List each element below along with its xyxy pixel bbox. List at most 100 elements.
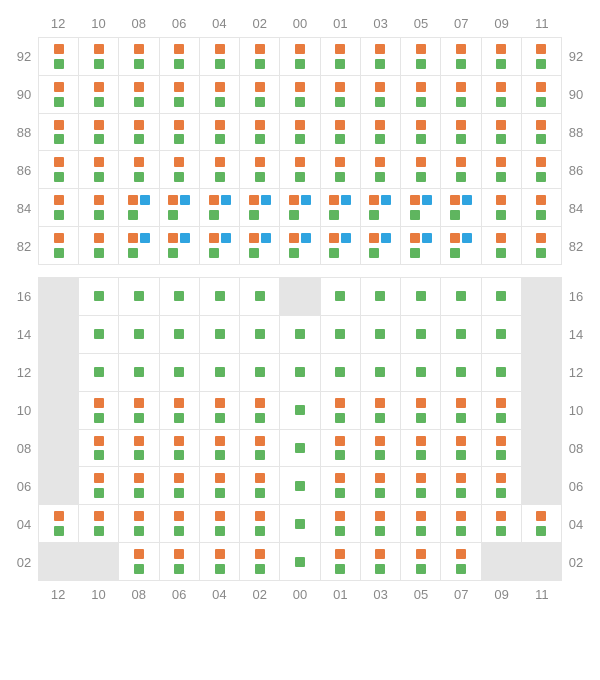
grid-cell[interactable] [239, 114, 279, 151]
grid-cell[interactable] [320, 430, 360, 467]
grid-cell[interactable] [159, 114, 199, 151]
grid-cell[interactable] [521, 278, 561, 315]
grid-cell[interactable] [360, 430, 400, 467]
grid-cell[interactable] [440, 316, 480, 353]
grid-cell[interactable] [400, 354, 440, 391]
grid-cell[interactable] [360, 467, 400, 504]
grid-cell[interactable] [400, 543, 440, 580]
grid-cell[interactable] [199, 505, 239, 542]
grid-cell[interactable] [239, 316, 279, 353]
grid-cell[interactable] [481, 543, 521, 580]
grid-cell[interactable] [78, 189, 118, 226]
grid-cell[interactable] [481, 316, 521, 353]
grid-cell[interactable] [440, 354, 480, 391]
grid-cell[interactable] [39, 505, 78, 542]
grid-cell[interactable] [239, 151, 279, 188]
grid-cell[interactable] [521, 543, 561, 580]
grid-cell[interactable] [39, 189, 78, 226]
grid-cell[interactable] [440, 278, 480, 315]
grid-cell[interactable] [320, 76, 360, 113]
grid-cell[interactable] [360, 227, 400, 264]
grid-cell[interactable] [279, 76, 319, 113]
grid-cell[interactable] [39, 392, 78, 429]
grid-cell[interactable] [521, 467, 561, 504]
grid-cell[interactable] [199, 278, 239, 315]
grid-cell[interactable] [118, 354, 158, 391]
grid-cell[interactable] [440, 38, 480, 75]
grid-cell[interactable] [118, 543, 158, 580]
grid-cell[interactable] [39, 227, 78, 264]
grid-cell[interactable] [39, 543, 78, 580]
grid-cell[interactable] [239, 227, 279, 264]
grid-cell[interactable] [360, 114, 400, 151]
grid-cell[interactable] [400, 430, 440, 467]
grid-cell[interactable] [360, 354, 400, 391]
grid-cell[interactable] [118, 505, 158, 542]
grid-cell[interactable] [400, 278, 440, 315]
grid-cell[interactable] [39, 430, 78, 467]
grid-cell[interactable] [239, 430, 279, 467]
grid-cell[interactable] [320, 543, 360, 580]
grid-cell[interactable] [360, 543, 400, 580]
grid-cell[interactable] [320, 227, 360, 264]
grid-cell[interactable] [159, 505, 199, 542]
grid-cell[interactable] [78, 38, 118, 75]
grid-cell[interactable] [320, 114, 360, 151]
grid-cell[interactable] [440, 467, 480, 504]
grid-cell[interactable] [400, 76, 440, 113]
grid-cell[interactable] [320, 316, 360, 353]
grid-cell[interactable] [440, 76, 480, 113]
grid-cell[interactable] [521, 114, 561, 151]
grid-cell[interactable] [118, 151, 158, 188]
grid-cell[interactable] [78, 543, 118, 580]
grid-cell[interactable] [521, 227, 561, 264]
grid-cell[interactable] [199, 392, 239, 429]
grid-cell[interactable] [521, 151, 561, 188]
grid-cell[interactable] [440, 505, 480, 542]
grid-cell[interactable] [320, 354, 360, 391]
grid-cell[interactable] [279, 278, 319, 315]
grid-cell[interactable] [279, 316, 319, 353]
grid-cell[interactable] [159, 189, 199, 226]
grid-cell[interactable] [199, 189, 239, 226]
grid-cell[interactable] [279, 392, 319, 429]
grid-cell[interactable] [279, 467, 319, 504]
grid-cell[interactable] [159, 151, 199, 188]
grid-cell[interactable] [78, 227, 118, 264]
grid-cell[interactable] [279, 543, 319, 580]
grid-cell[interactable] [521, 430, 561, 467]
grid-cell[interactable] [199, 151, 239, 188]
grid-cell[interactable] [78, 151, 118, 188]
grid-cell[interactable] [360, 151, 400, 188]
grid-cell[interactable] [320, 392, 360, 429]
grid-cell[interactable] [360, 278, 400, 315]
grid-cell[interactable] [481, 189, 521, 226]
grid-cell[interactable] [279, 505, 319, 542]
grid-cell[interactable] [39, 316, 78, 353]
grid-cell[interactable] [360, 76, 400, 113]
grid-cell[interactable] [279, 227, 319, 264]
grid-cell[interactable] [521, 38, 561, 75]
grid-cell[interactable] [78, 114, 118, 151]
grid-cell[interactable] [118, 278, 158, 315]
grid-cell[interactable] [159, 354, 199, 391]
grid-cell[interactable] [400, 392, 440, 429]
grid-cell[interactable] [159, 392, 199, 429]
grid-cell[interactable] [159, 316, 199, 353]
grid-cell[interactable] [78, 505, 118, 542]
grid-cell[interactable] [400, 316, 440, 353]
grid-cell[interactable] [39, 114, 78, 151]
grid-cell[interactable] [159, 430, 199, 467]
grid-cell[interactable] [481, 430, 521, 467]
grid-cell[interactable] [239, 543, 279, 580]
grid-cell[interactable] [199, 38, 239, 75]
grid-cell[interactable] [481, 354, 521, 391]
grid-cell[interactable] [78, 76, 118, 113]
grid-cell[interactable] [199, 227, 239, 264]
grid-cell[interactable] [360, 38, 400, 75]
grid-cell[interactable] [78, 430, 118, 467]
grid-cell[interactable] [320, 505, 360, 542]
grid-cell[interactable] [279, 189, 319, 226]
grid-cell[interactable] [118, 114, 158, 151]
grid-cell[interactable] [481, 151, 521, 188]
